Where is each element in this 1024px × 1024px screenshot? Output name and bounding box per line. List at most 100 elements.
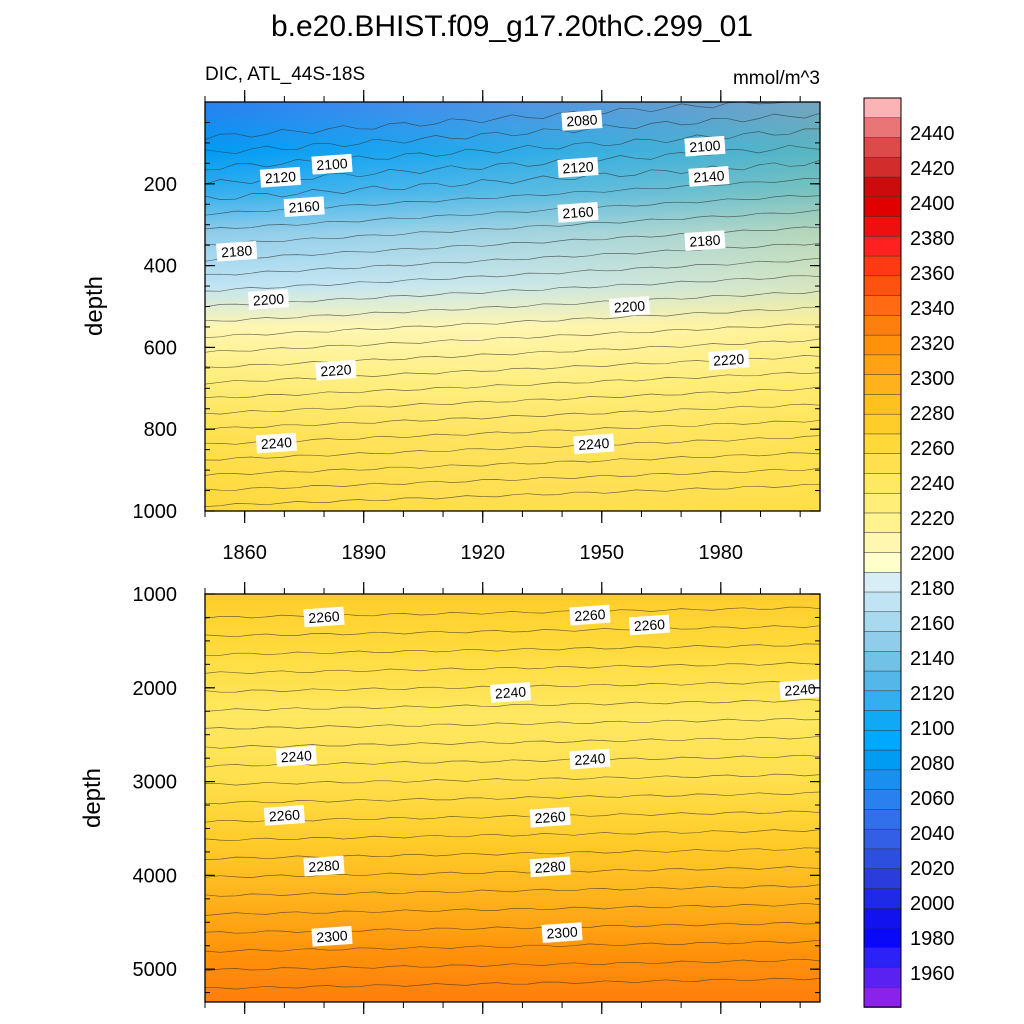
contour-label-box <box>259 166 301 188</box>
colorbar: 2440 2420 2400 2380 2360 2340 2320 2300 2280 2260… <box>863 97 955 1008</box>
lower-contour-line <box>204 884 821 897</box>
colorbar-label: 2040 <box>910 823 955 845</box>
contour-label-box <box>311 153 353 175</box>
chart-subtitle-left: DIC, ATL_44S-18S <box>205 64 365 85</box>
contour-label: 2280 <box>529 856 571 878</box>
contour-label-text: 2180 <box>689 232 721 250</box>
colorbar-label: 2440 <box>910 123 955 145</box>
upper-contour-line <box>204 306 821 339</box>
contour-label-box <box>708 349 750 371</box>
colorbar-swatch <box>863 947 902 969</box>
colorbar-swatch <box>863 413 902 435</box>
y-tick-label: 4000 <box>133 865 178 887</box>
colorbar-swatch <box>863 216 902 238</box>
lower-ylabel: depth <box>79 768 106 828</box>
contour-label-box <box>779 679 821 701</box>
contour-label-text: 2240 <box>578 435 610 453</box>
contour-label: 2120 <box>557 157 599 178</box>
colorbar-swatch <box>863 315 902 336</box>
upper-panel: 2080 2100 2100 2120 2120 2140 2160 2160 2180 2180… <box>81 90 821 564</box>
contour-label: 2100 <box>311 153 353 175</box>
colorbar-swatch <box>863 255 902 277</box>
colorbar-swatch <box>863 453 902 475</box>
contour-label-text: 2120 <box>264 168 296 186</box>
lower-contour-line <box>204 866 821 878</box>
contour-label-text: 2100 <box>689 137 721 155</box>
contour-label-text: 2260 <box>574 606 606 624</box>
upper-contour-line <box>204 195 821 230</box>
contour-label: 2280 <box>303 855 345 877</box>
contour-label-box <box>561 110 603 131</box>
upper-contour-line <box>204 112 821 155</box>
contour-label-box <box>263 805 305 826</box>
contour-label-box <box>569 604 611 626</box>
colorbar-swatch <box>863 690 902 712</box>
contour-label: 2180 <box>684 230 726 252</box>
colorbar-swatch <box>863 354 902 376</box>
colorbar-swatch <box>863 967 902 989</box>
colorbar-label: 2360 <box>910 263 955 285</box>
upper-contour-line <box>204 338 821 369</box>
colorbar-label: 2420 <box>910 158 955 180</box>
contour-label: 2120 <box>259 166 301 188</box>
contour-label-text: 2240 <box>260 434 292 452</box>
contour-label-text: 2260 <box>633 616 665 634</box>
colorbar-label: 2200 <box>910 543 955 565</box>
lower-contour-line <box>204 939 821 953</box>
lower-contour-line <box>204 662 821 674</box>
upper-contour-line <box>204 290 821 322</box>
colorbar-swatch <box>863 611 902 633</box>
colorbar-swatch <box>863 730 902 751</box>
upper-contour-line <box>204 452 821 476</box>
colorbar-swatch <box>863 888 902 910</box>
upper-contour-line <box>204 275 821 308</box>
colorbar-label: 2020 <box>910 858 955 880</box>
upper-plot-tint <box>205 102 820 511</box>
lower-contour-line <box>204 625 821 638</box>
colorbar-label: 2380 <box>910 228 955 250</box>
contour-label-box <box>608 296 651 317</box>
upper-contour-line <box>204 386 821 415</box>
contour-label-box <box>684 135 726 157</box>
contour-label-text: 2220 <box>713 351 745 369</box>
contour-label: 2080 <box>561 110 603 131</box>
contour-label: 2260 <box>529 806 571 828</box>
contour-label-box <box>283 196 325 218</box>
chart-title: b.e20.BHIST.f09_g17.20thC.299_01 <box>271 10 753 43</box>
colorbar-swatch <box>863 492 902 514</box>
contour-label-text: 2100 <box>316 155 348 173</box>
contour-label-box <box>275 745 317 767</box>
y-tick-label: 2000 <box>133 678 178 700</box>
contour-label-box <box>529 856 571 878</box>
colorbar-swatch <box>863 97 902 119</box>
lower-contour-line <box>204 791 821 805</box>
colorbar-frame <box>863 97 902 1008</box>
colorbar-label: 2400 <box>910 193 955 215</box>
colorbar-swatch <box>863 275 902 297</box>
contour-label: 2240 <box>779 679 821 701</box>
colorbar-label: 2280 <box>910 403 955 425</box>
upper-contour-line <box>204 372 821 399</box>
colorbar-swatch <box>863 117 902 139</box>
colorbar-label: 1960 <box>910 963 955 985</box>
lower-panel: 2260 2260 2260 2240 2240 2240 2240 2260 2260 2280… <box>79 582 821 1014</box>
colorbar-label: 2100 <box>910 718 955 740</box>
colorbar-label: 1980 <box>910 928 955 950</box>
contour-label: 2300 <box>311 925 353 947</box>
contour-label: 2160 <box>283 196 325 218</box>
contour-label-text: 2300 <box>546 924 578 942</box>
colorbar-label: 2180 <box>910 578 955 600</box>
contour-label-text: 2140 <box>693 167 725 185</box>
x-tick-label: 1920 <box>460 542 505 564</box>
contour-label: 2240 <box>489 682 532 703</box>
colorbar-swatch <box>863 572 902 593</box>
upper-contour-line <box>204 209 821 246</box>
upper-contour-line <box>204 257 821 292</box>
contour-label: 2100 <box>684 135 726 157</box>
upper-ylabel: depth <box>81 276 108 336</box>
colorbar-swatch <box>863 789 902 811</box>
contour-label: 2240 <box>255 432 297 454</box>
colorbar-label: 2300 <box>910 368 955 390</box>
lower-plot-frame <box>204 593 821 1003</box>
